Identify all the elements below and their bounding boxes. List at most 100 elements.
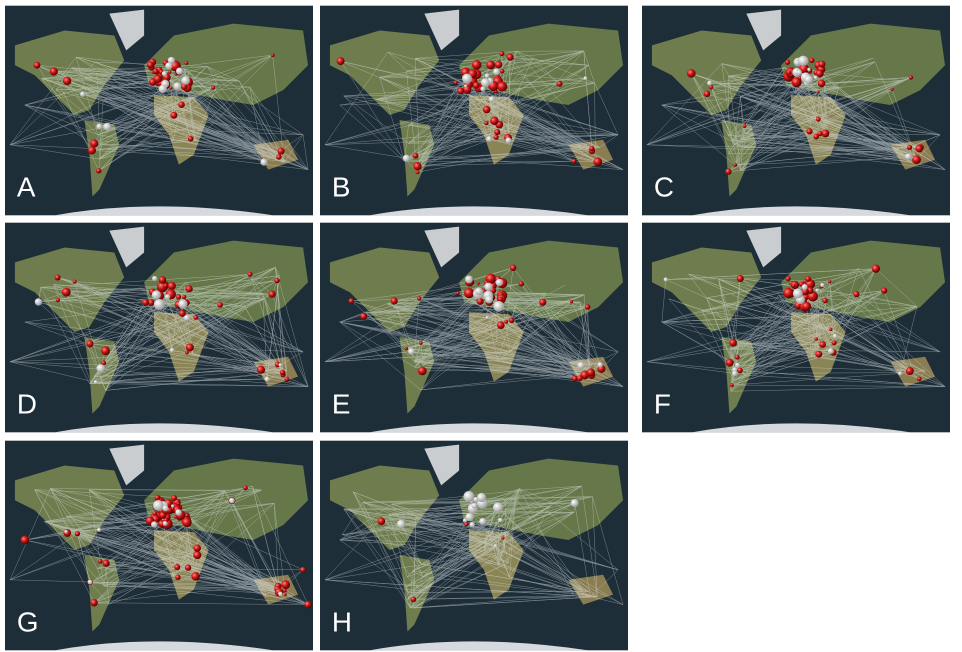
node	[733, 163, 737, 167]
node	[171, 504, 174, 507]
node	[55, 275, 61, 281]
node	[707, 81, 712, 86]
node	[593, 157, 602, 166]
node	[735, 355, 740, 360]
node	[96, 123, 102, 129]
node	[419, 341, 423, 345]
node	[783, 288, 794, 299]
node	[163, 521, 168, 526]
node	[464, 522, 468, 526]
node	[469, 522, 474, 527]
panel-label: F	[654, 388, 671, 419]
panel-label: B	[332, 171, 351, 202]
node	[62, 288, 71, 297]
node	[153, 511, 158, 516]
node	[50, 67, 58, 75]
node	[473, 82, 480, 89]
node	[35, 298, 42, 305]
node	[497, 321, 505, 329]
node	[178, 299, 187, 308]
node	[284, 593, 287, 596]
node	[472, 503, 478, 509]
node	[465, 275, 473, 283]
node	[802, 302, 811, 311]
node	[577, 375, 583, 381]
node	[572, 159, 577, 164]
node	[833, 334, 838, 339]
node	[792, 284, 796, 288]
node	[178, 101, 185, 108]
node	[510, 265, 516, 271]
node	[539, 299, 546, 306]
node	[173, 82, 181, 90]
node	[168, 71, 171, 74]
node	[152, 276, 157, 281]
node	[151, 521, 157, 527]
node	[730, 383, 734, 387]
node	[412, 153, 418, 159]
node	[477, 493, 486, 502]
node	[154, 299, 165, 310]
node	[493, 301, 504, 312]
node	[500, 69, 504, 73]
node	[170, 348, 174, 352]
node	[280, 370, 286, 376]
node	[729, 339, 737, 347]
node	[583, 76, 587, 80]
node	[485, 73, 490, 78]
node	[497, 82, 507, 92]
node	[485, 296, 493, 304]
node	[815, 351, 822, 358]
node	[687, 69, 696, 78]
node	[182, 295, 186, 299]
node	[193, 315, 198, 320]
node	[486, 136, 492, 142]
node	[571, 499, 579, 507]
node	[96, 364, 105, 373]
node	[816, 117, 821, 122]
node	[486, 316, 489, 319]
node	[570, 300, 573, 303]
node	[247, 272, 252, 277]
node	[494, 135, 499, 140]
node	[94, 380, 98, 384]
node	[484, 121, 488, 125]
node	[86, 340, 93, 347]
node	[509, 318, 514, 323]
map-panel: G	[5, 440, 313, 651]
node	[499, 51, 504, 56]
node	[416, 170, 420, 174]
node	[98, 559, 103, 564]
node	[486, 274, 496, 284]
node	[817, 131, 822, 136]
node	[185, 61, 189, 65]
node	[165, 62, 172, 69]
node	[472, 60, 481, 69]
node	[271, 53, 275, 57]
node	[483, 106, 491, 114]
node	[853, 291, 859, 297]
node	[153, 500, 164, 511]
node	[101, 346, 110, 355]
node	[154, 75, 162, 83]
node	[905, 153, 912, 160]
node	[490, 117, 499, 126]
node	[162, 71, 167, 76]
node	[90, 599, 97, 606]
node	[34, 62, 41, 69]
node	[819, 341, 826, 348]
node	[704, 91, 710, 97]
node	[494, 544, 497, 547]
node	[486, 60, 495, 69]
world-map	[5, 441, 313, 651]
node	[735, 363, 740, 368]
node	[413, 162, 421, 170]
node	[281, 580, 290, 589]
panel-label: A	[17, 171, 36, 202]
node	[88, 146, 96, 154]
node	[147, 61, 154, 68]
node	[898, 371, 902, 375]
node	[484, 283, 492, 291]
node	[454, 80, 458, 84]
node	[159, 85, 167, 93]
